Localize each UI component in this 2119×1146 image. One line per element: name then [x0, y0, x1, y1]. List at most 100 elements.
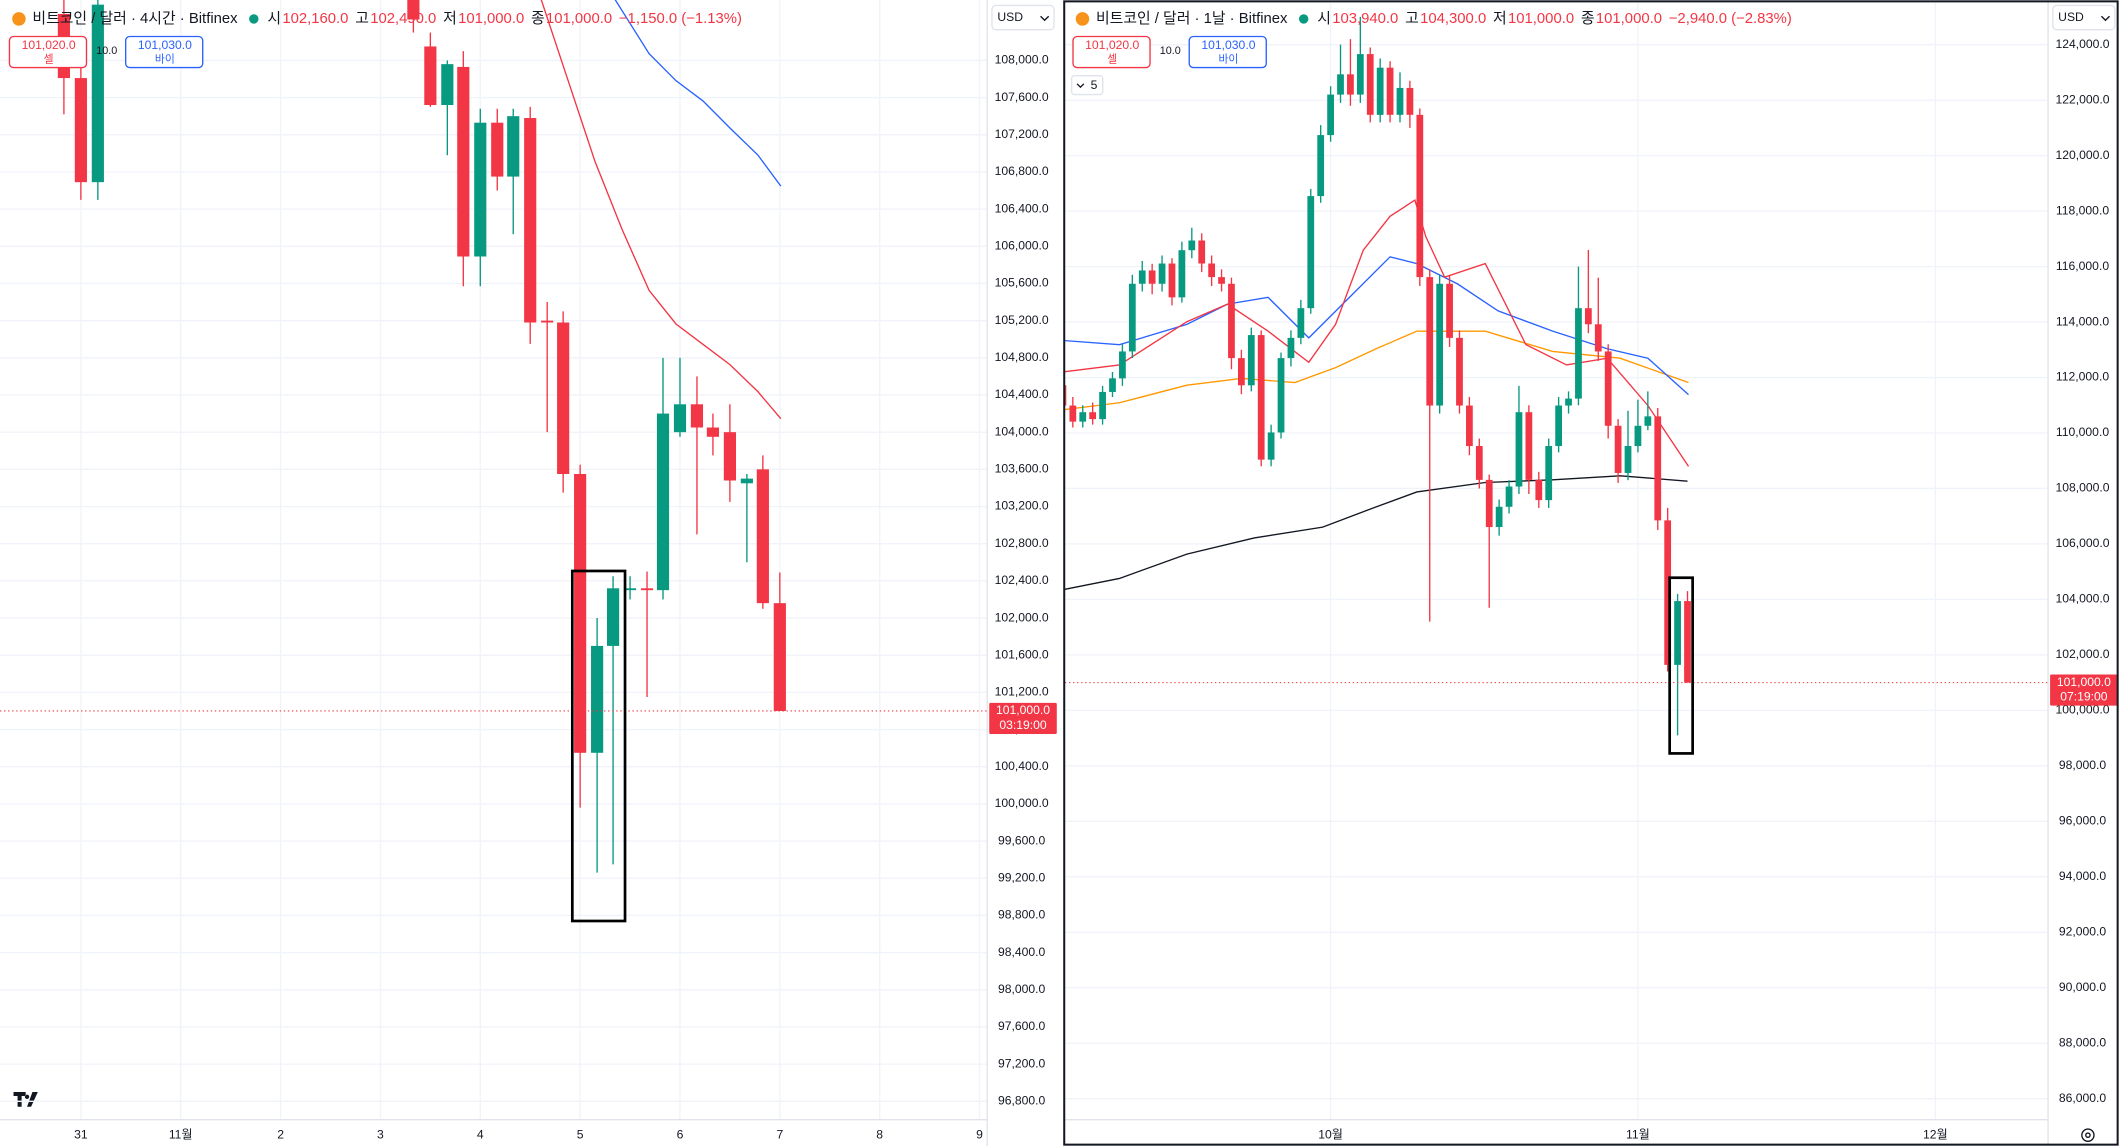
- currency-label: USD: [997, 10, 1023, 24]
- candle-body: [656, 413, 670, 591]
- ohlc-value: 101,000.0: [458, 11, 524, 27]
- candle-body: [1064, 385, 1067, 406]
- ohlc-value: 101,000.0: [1508, 11, 1574, 27]
- candle-body: [673, 404, 687, 433]
- y-tick-label: 99,200.0: [998, 870, 1046, 884]
- y-tick-label: 120,000.0: [2055, 148, 2109, 162]
- y-tick-label: 98,800.0: [998, 908, 1046, 922]
- sell-label: 셀: [1107, 52, 1117, 65]
- x-tick-label: 10월: [1318, 1127, 1343, 1141]
- y-tick-label: 106,000.0: [2055, 536, 2109, 550]
- candle-body: [1168, 263, 1176, 298]
- y-tick-label: 92,000.0: [2059, 925, 2107, 939]
- candle-body: [1277, 358, 1285, 433]
- y-tick-label: 99,600.0: [998, 833, 1046, 847]
- change-value: −2,940.0 (−2.83%): [1669, 11, 1792, 27]
- candle-body: [541, 320, 554, 323]
- y-tick-label: 103,600.0: [995, 462, 1049, 476]
- candle-body: [1426, 277, 1434, 406]
- candle-body: [623, 588, 637, 591]
- candle-body: [1158, 263, 1166, 284]
- candle-body: [706, 427, 720, 437]
- candle-body: [1674, 601, 1681, 665]
- ohlc-value: 101,000.0: [1596, 11, 1662, 27]
- y-tick-label: 96,000.0: [2059, 814, 2107, 828]
- candle-body: [591, 645, 604, 753]
- ohlc-value: 102,160.0: [282, 11, 348, 27]
- active-pane-border: [1063, 0, 2119, 1146]
- countdown: 07:19:00: [2060, 690, 2108, 704]
- symbol-icon: [1075, 12, 1090, 26]
- candle-body: [1684, 601, 1691, 683]
- x-tick-label: 5: [577, 1127, 584, 1141]
- candle-body: [1069, 405, 1077, 422]
- moving-average-line: [540, 0, 782, 420]
- y-tick-label: 98,000.0: [998, 982, 1046, 996]
- ohlc-label: 종: [531, 11, 545, 27]
- y-tick-label: 106,400.0: [995, 201, 1049, 215]
- y-tick-label: 98,000.0: [2059, 758, 2107, 772]
- candle-body: [1525, 412, 1533, 480]
- candle-body: [491, 122, 504, 177]
- ohlc-label: 저: [1493, 10, 1507, 27]
- candle-body: [1119, 351, 1126, 379]
- currency-selector[interactable]: [991, 4, 1055, 31]
- buy-button[interactable]: [1188, 35, 1267, 69]
- candle-body: [640, 588, 654, 591]
- highlight-box: [1668, 576, 1694, 755]
- y-tick-label: 103,200.0: [995, 499, 1049, 513]
- quantity: 10.0: [1160, 45, 1181, 57]
- y-tick-label: 102,800.0: [995, 536, 1049, 550]
- market-status-dot: [1298, 14, 1309, 24]
- y-tick-label: 104,800.0: [995, 350, 1049, 364]
- candle-body: [524, 118, 537, 323]
- sell-button[interactable]: [8, 35, 88, 69]
- candle-body: [1327, 94, 1334, 136]
- candle-body: [1555, 405, 1562, 447]
- x-tick-label: 8: [876, 1127, 883, 1141]
- candle-body: [723, 432, 736, 481]
- x-tick-label: 9: [976, 1127, 983, 1141]
- ohlc-label: 고: [355, 11, 369, 27]
- y-tick-label: 94,000.0: [2059, 869, 2107, 883]
- sell-label: 셀: [44, 52, 54, 65]
- buy-button[interactable]: [125, 35, 204, 69]
- currency-label: USD: [2058, 10, 2084, 24]
- candle-body: [1485, 479, 1493, 528]
- y-tick-label: 118,000.0: [2056, 203, 2109, 217]
- indicators-toggle[interactable]: [1070, 75, 1104, 96]
- candle-body: [1436, 283, 1444, 406]
- y-tick-label: 88,000.0: [2059, 1035, 2107, 1049]
- y-tick-label: 102,400.0: [995, 573, 1049, 587]
- y-tick-label: 108,000.0: [2055, 481, 2109, 495]
- settings-icon[interactable]: [2081, 1128, 2095, 1142]
- last-price-tag: [2050, 674, 2118, 706]
- candle-body: [1287, 337, 1295, 359]
- moving-average-line: [614, 0, 782, 187]
- x-tick-label: 2: [277, 1127, 284, 1141]
- x-tick-label: 12월: [1923, 1127, 1948, 1141]
- sell-button[interactable]: [1072, 35, 1151, 69]
- symbol-title: 비트코인 / 달러 · 1날 · Bitfinex: [1096, 10, 1288, 27]
- candle-body: [1366, 54, 1374, 115]
- currency-selector[interactable]: [2052, 4, 2116, 31]
- moving-average-line: [1064, 199, 1690, 467]
- candle-body: [441, 64, 454, 106]
- candle-body: [1089, 412, 1097, 420]
- candle-body: [1188, 240, 1196, 251]
- candle-body: [1446, 283, 1453, 338]
- y-tick-label: 108,000.0: [995, 53, 1049, 67]
- candle-body: [507, 116, 520, 177]
- x-tick-label: 7: [776, 1127, 783, 1141]
- tv-logo[interactable]: [13, 1091, 38, 1107]
- candle-body: [1515, 412, 1523, 487]
- candle-body: [407, 0, 420, 20]
- candle-body: [1654, 416, 1662, 521]
- candle-body: [1594, 324, 1602, 352]
- y-tick-label: 104,000.0: [995, 424, 1049, 438]
- candle-body: [457, 66, 470, 257]
- candle-body: [1228, 283, 1235, 359]
- ohlc-label: 종: [1581, 11, 1595, 27]
